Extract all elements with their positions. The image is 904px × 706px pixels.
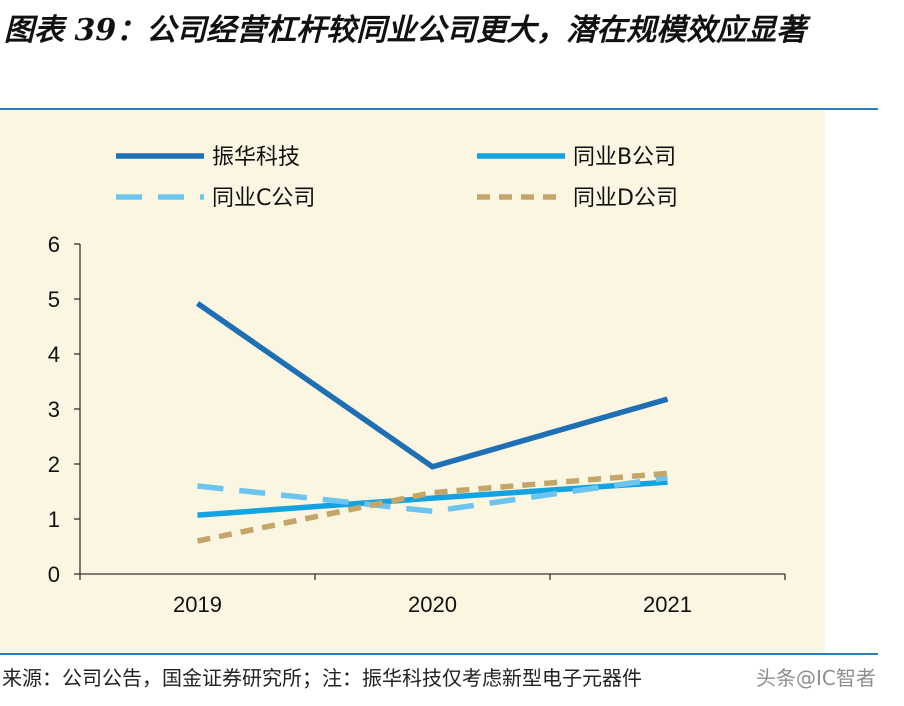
x-tick-label: 2021 [643, 592, 692, 617]
source-note: 来源：公司公告，国金证券研究所；注：振华科技仅考虑新型电子元器件 [2, 666, 642, 690]
series-line-1 [195, 301, 669, 470]
legend-label-3: 同业C公司 [212, 186, 315, 211]
legend-label-4: 同业D公司 [573, 186, 678, 211]
bottom-rule [0, 653, 878, 655]
y-tick-label: 0 [48, 562, 60, 587]
y-tick-label: 3 [48, 397, 60, 422]
y-tick-label: 5 [48, 287, 60, 312]
series-group [195, 301, 669, 544]
top-rule [0, 108, 878, 110]
figure-footer [0, 655, 904, 706]
x-tick-label: 2019 [173, 592, 222, 617]
y-tick-label: 4 [48, 342, 60, 367]
chart-panel [0, 110, 825, 653]
legend-label-1: 振华科技 [212, 145, 300, 170]
y-tick-label: 1 [48, 507, 60, 532]
axes: 0 1 2 3 4 5 6 2019 2020 2021 [48, 232, 786, 617]
figure-title: 图表 39：公司经营杠杆较同业公司更大，潜在规模效应显著 [4, 13, 807, 48]
watermark: 头条@IC智者 [756, 666, 876, 690]
series-line-3 [197, 475, 668, 515]
y-tick-label: 6 [48, 232, 60, 257]
series-line-4 [196, 470, 668, 544]
x-tick-label: 2020 [408, 592, 457, 617]
legend-label-2: 同业B公司 [573, 145, 676, 170]
figure-header: 图表 39：公司经营杠杆较同业公司更大，潜在规模效应显著 [0, 0, 904, 110]
y-tick-label: 2 [48, 452, 60, 477]
